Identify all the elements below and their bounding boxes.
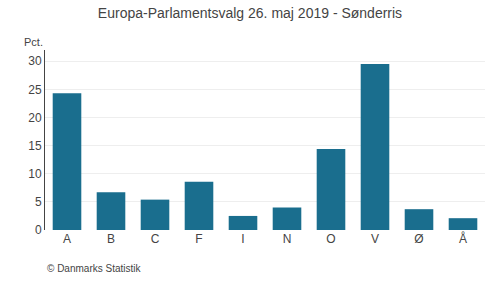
svg-text:30: 30 bbox=[28, 54, 42, 68]
svg-text:N: N bbox=[283, 232, 292, 246]
svg-text:Europa-Parlamentsvalg 26. maj: Europa-Parlamentsvalg 26. maj 2019 - Søn… bbox=[98, 5, 402, 21]
svg-text:A: A bbox=[63, 232, 71, 246]
svg-text:15: 15 bbox=[28, 139, 42, 153]
svg-text:B: B bbox=[107, 232, 115, 246]
svg-text:C: C bbox=[151, 232, 160, 246]
svg-text:Å: Å bbox=[459, 231, 467, 246]
svg-text:F: F bbox=[195, 232, 202, 246]
svg-text:© Danmarks Statistik: © Danmarks Statistik bbox=[47, 263, 142, 274]
svg-text:10: 10 bbox=[28, 167, 42, 181]
svg-text:5: 5 bbox=[35, 195, 42, 209]
svg-text:Pct.: Pct. bbox=[24, 36, 43, 48]
svg-text:V: V bbox=[371, 232, 379, 246]
svg-text:O: O bbox=[326, 232, 335, 246]
svg-text:20: 20 bbox=[28, 111, 42, 125]
svg-text:0: 0 bbox=[35, 223, 42, 237]
svg-text:I: I bbox=[241, 232, 244, 246]
svg-text:25: 25 bbox=[28, 83, 42, 97]
svg-text:Ø: Ø bbox=[414, 232, 423, 246]
